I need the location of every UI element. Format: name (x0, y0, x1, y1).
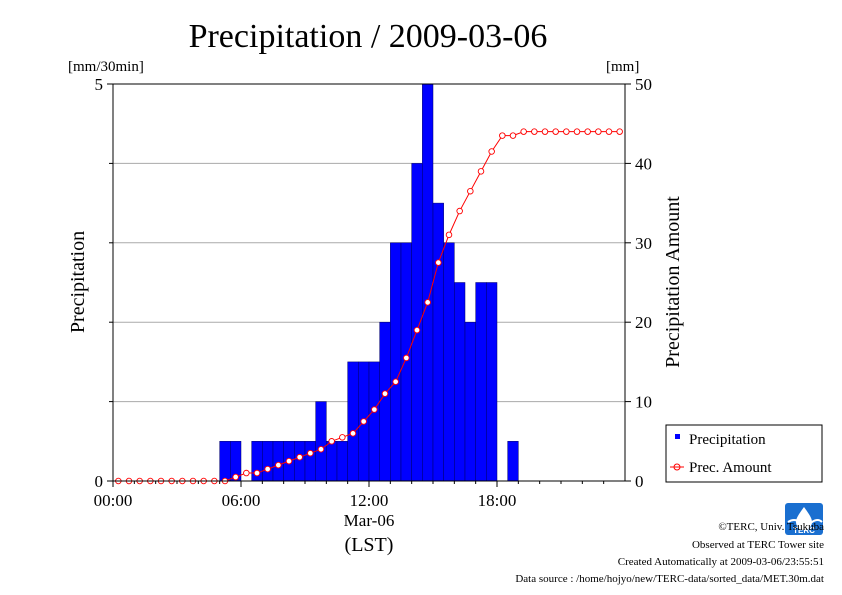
prec-amount-point (488, 148, 495, 155)
prec-amount-point (520, 128, 527, 135)
prec-amount-point (253, 469, 261, 477)
prec-amount-point (413, 326, 421, 334)
legend-label-prec-amount: Prec. Amount (689, 460, 772, 476)
precipitation-bar (432, 202, 444, 482)
precipitation-bar (422, 83, 434, 482)
prec-amount-point (499, 132, 506, 139)
y-tick-label: 0 (95, 472, 104, 491)
prec-amount-point (296, 453, 303, 461)
precipitation-bar (507, 441, 519, 482)
terc-logo-text: TERC (793, 526, 815, 535)
prec-amount-point (360, 418, 367, 425)
y2-axis-unit: [mm] (606, 59, 639, 75)
legend-box (665, 424, 823, 483)
prec-amount-point (509, 132, 517, 139)
prec-amount-point (456, 207, 463, 215)
precipitation-bar (486, 282, 498, 482)
precipitation-bar (475, 282, 487, 482)
prec-amount-point (573, 128, 581, 135)
x-tick-label: 00:00 (94, 491, 133, 510)
precipitation-bar (400, 242, 412, 482)
prec-amount-point (243, 469, 250, 477)
prec-amount-point (392, 378, 399, 386)
y-tick-label: 5 (95, 75, 104, 94)
prec-amount-point (467, 187, 474, 195)
prec-amount-point (595, 128, 602, 135)
prec-amount-point (445, 231, 453, 239)
precipitation-bar (262, 441, 274, 482)
created-text: Created Automatically at 2009-03-06/23:5… (617, 556, 824, 568)
prec-amount-point (563, 128, 570, 135)
precipitation-bar (464, 321, 476, 482)
legend-label-precipitation: Precipitation (689, 432, 766, 448)
observed-text: Observed at TERC Tower site (691, 539, 824, 551)
precipitation-bar (454, 282, 466, 482)
precipitation-bar (294, 441, 306, 482)
prec-amount-point (339, 434, 346, 441)
y2-tick-label: 20 (635, 313, 652, 332)
y-axis-label: Precipitation (67, 231, 89, 333)
prec-amount-point (605, 128, 613, 135)
prec-amount-point (531, 128, 538, 135)
precipitation-bar (368, 361, 380, 482)
prec-amount-point (349, 430, 357, 437)
prec-amount-point (424, 299, 431, 306)
prec-amount-point (317, 445, 325, 453)
prec-amount-point (285, 457, 293, 465)
precipitation-bars (219, 83, 519, 482)
prec-amount-point (264, 465, 271, 473)
y-axis-unit: [mm/30min] (68, 59, 144, 75)
y2-tick-label: 50 (635, 75, 652, 94)
legend-bar-swatch (675, 434, 680, 439)
precipitation-bar (272, 441, 284, 482)
copyright-text: ©TERC, Univ. Tsukuba (718, 521, 824, 533)
y2-tick-label: 0 (635, 472, 644, 491)
legend: Precipitation Prec. Amount (665, 424, 823, 483)
precipitation-bar (304, 441, 316, 482)
prec-amount-point (381, 390, 389, 397)
precipitation-bar (336, 441, 348, 482)
terc-logo: TERC (785, 503, 823, 535)
prec-amount-point (403, 354, 410, 362)
prec-amount-point (552, 128, 559, 135)
source-text: Data source : /home/hojyo/new/TERC-data/… (515, 573, 824, 585)
x-tick-label: 18:00 (478, 491, 517, 510)
prec-amount-point (541, 128, 549, 135)
precipitation-bar (326, 441, 338, 482)
precipitation-bar (315, 401, 327, 482)
x-tick-label: 06:00 (222, 491, 261, 510)
precipitation-bar (347, 361, 359, 482)
x-axis-timezone: (LST) (345, 534, 394, 556)
y2-tick-label: 10 (635, 393, 652, 412)
prec-amount-point (275, 461, 282, 469)
y2-tick-label: 40 (635, 154, 652, 173)
prec-amount-point (435, 259, 442, 266)
y2-tick-label: 30 (635, 234, 652, 253)
legend-marker (673, 463, 681, 471)
x-axis-date: Mar-06 (344, 511, 395, 530)
prec-amount-point (328, 438, 335, 445)
precipitation-bar (443, 242, 455, 482)
prec-amount-point (616, 128, 623, 135)
x-tick-label: 12:00 (350, 491, 389, 510)
precipitation-bar (379, 321, 391, 482)
prec-amount-point (584, 128, 591, 135)
prec-amount-point (232, 473, 239, 481)
precipitation-bar (411, 163, 423, 482)
precipitation-bar (219, 441, 231, 482)
prec-amount-point (371, 406, 378, 413)
precipitation-bar (390, 242, 402, 482)
prec-amount-point (477, 168, 485, 175)
y2-axis-label: Precipitation Amount (662, 196, 684, 368)
prec-amount-point (307, 449, 314, 457)
chart-title: Precipitation / 2009-03-06 (189, 18, 548, 55)
